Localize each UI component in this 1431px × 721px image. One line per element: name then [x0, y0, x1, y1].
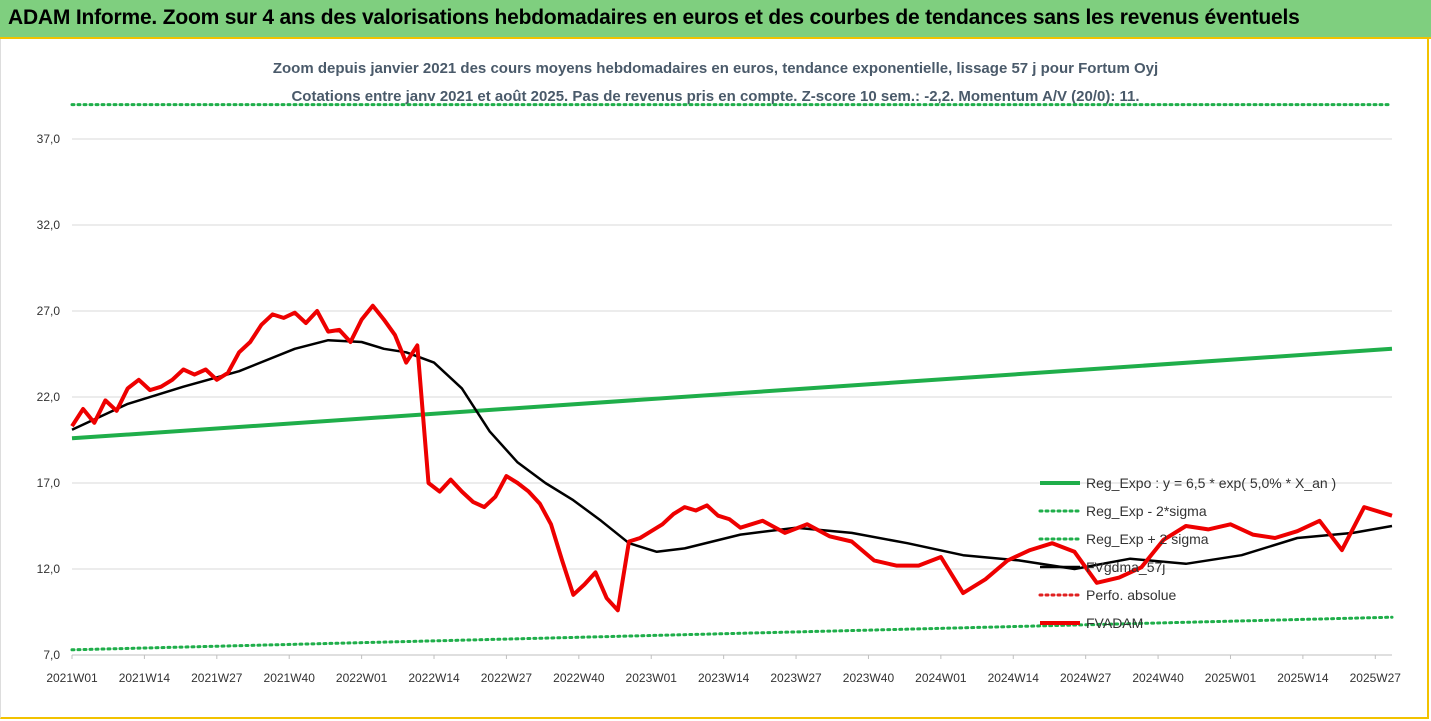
x-tick-label: 2023W14	[698, 671, 750, 685]
reg-exp-minus-2sigma-line	[70, 615, 1394, 652]
x-tick-label: 2021W14	[119, 671, 171, 685]
x-tick-label: 2025W01	[1205, 671, 1257, 685]
legend-entry: FVADAM	[1086, 615, 1143, 631]
fvadam-line	[70, 303, 1393, 613]
report-banner: ADAM Informe. Zoom sur 4 ans des valoris…	[0, 0, 1431, 39]
x-tick-label: 2022W40	[553, 671, 605, 685]
reg-expo-line	[71, 346, 1393, 441]
legend-entry: Reg_Exp - 2*sigma	[1086, 503, 1207, 519]
x-tick-label: 2021W01	[46, 671, 98, 685]
x-tick-label: 2023W27	[770, 671, 822, 685]
x-tick-label: 2023W01	[626, 671, 678, 685]
chart-title: Zoom depuis janvier 2021 des cours moyen…	[272, 60, 1159, 77]
fvgdma-57j-line	[71, 338, 1393, 571]
y-tick-label: 27,0	[37, 304, 61, 318]
x-tick-label: 2024W01	[915, 671, 967, 685]
x-tick-label: 2024W14	[988, 671, 1040, 685]
y-tick-label: 22,0	[37, 390, 61, 404]
y-tick-label: 12,0	[37, 562, 61, 576]
legend-entry: Reg_Exp + 2 sigma	[1086, 531, 1209, 547]
x-tick-label: 2022W14	[408, 671, 460, 685]
chart-frame	[0, 39, 1429, 719]
legend-entry: Reg_Expo : y = 6,5 * exp( 5,0% * X_an )	[1086, 475, 1336, 491]
report-title: ADAM Informe. Zoom sur 4 ans des valoris…	[8, 6, 1300, 29]
y-tick-label: 7,0	[43, 648, 60, 662]
legend-entry: FVgdma_57j	[1086, 559, 1165, 575]
x-tick-label: 2023W40	[843, 671, 895, 685]
y-tick-label: 17,0	[37, 476, 61, 490]
x-tick-label: 2021W27	[191, 671, 243, 685]
x-tick-label: 2021W40	[264, 671, 316, 685]
x-tick-label: 2024W27	[1060, 671, 1112, 685]
chart-subtitle: Cotations entre janv 2021 et août 2025. …	[291, 88, 1140, 105]
y-tick-label: 32,0	[37, 218, 61, 232]
x-tick-label: 2022W27	[481, 671, 533, 685]
x-tick-label: 2022W01	[336, 671, 388, 685]
legend-entry: Perfo. absolue	[1086, 587, 1176, 603]
x-tick-label: 2025W27	[1350, 671, 1402, 685]
y-tick-label: 37,0	[37, 132, 61, 146]
x-tick-label: 2025W14	[1277, 671, 1329, 685]
x-tick-label: 2024W40	[1132, 671, 1184, 685]
